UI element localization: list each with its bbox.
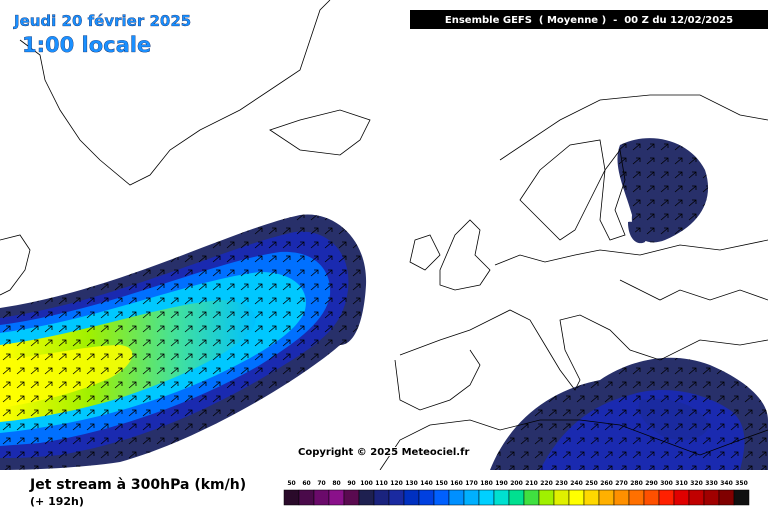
- scale-label: 110: [375, 480, 388, 487]
- scale-swatch: [598, 489, 615, 506]
- scale-swatch: [433, 489, 450, 506]
- scale-label: 220: [540, 480, 553, 487]
- scale-swatch: [658, 489, 675, 506]
- scale-swatch: [628, 489, 645, 506]
- scale-label: 210: [525, 480, 538, 487]
- scale-swatch: [298, 489, 315, 506]
- scale-swatch: [568, 489, 585, 506]
- date: Jeudi 20 février 2025: [13, 12, 191, 30]
- scale-swatch: [463, 489, 480, 506]
- scale-label: 250: [585, 480, 598, 487]
- scale-label: 200: [510, 480, 523, 487]
- scale-label: 260: [600, 480, 613, 487]
- scale-swatch: [388, 489, 405, 506]
- jet-finland: [617, 138, 709, 244]
- scale-label: 150: [435, 480, 448, 487]
- scale-swatch: [493, 489, 510, 506]
- coastlines: [0, 0, 768, 471]
- scale-swatch: [508, 489, 525, 506]
- scale-swatch: [583, 489, 600, 506]
- scale-label: 90: [347, 480, 355, 487]
- scale-label: 340: [720, 480, 733, 487]
- scale-swatch: [613, 489, 630, 506]
- scale-swatch: [553, 489, 570, 506]
- scale-swatch: [448, 489, 465, 506]
- scale-label: 160: [450, 480, 463, 487]
- scale-label: 130: [405, 480, 418, 487]
- scale-swatch: [478, 489, 495, 506]
- jet-stream: [0, 214, 367, 470]
- local-time: 1:00 locale: [22, 33, 151, 57]
- scale-label: 70: [317, 480, 325, 487]
- scale-label: 270: [615, 480, 628, 487]
- run-banner: [410, 10, 768, 29]
- scale-swatch: [733, 489, 750, 506]
- lead-time: (+ 192h): [30, 495, 84, 508]
- scale-swatch: [343, 489, 360, 506]
- color-scale: 50 60 70 80 90 100 110 120 130 140 150 160 170 180 190…: [283, 480, 750, 506]
- scale-swatch: [523, 489, 540, 506]
- scale-swatch: [283, 489, 300, 506]
- scale-label: 290: [645, 480, 658, 487]
- jet-africa: [490, 357, 768, 470]
- scale-swatch: [328, 489, 345, 506]
- scale-swatch: [703, 489, 720, 506]
- scale-swatch: [313, 489, 330, 506]
- scale-label: 80: [332, 480, 340, 487]
- scale-label: 60: [302, 480, 310, 487]
- copyright: Copyright © 2025 Meteociel.fr: [298, 447, 469, 458]
- scale-label: 140: [420, 480, 433, 487]
- scale-swatch: [673, 489, 690, 506]
- scale-label: 50: [287, 480, 295, 487]
- scale-swatch: [643, 489, 660, 506]
- scale-label: 180: [480, 480, 493, 487]
- scale-label: 240: [570, 480, 583, 487]
- scale-swatch: [718, 489, 735, 506]
- scale-swatch: [418, 489, 435, 506]
- scale-swatch: [538, 489, 555, 506]
- scale-swatch: [403, 489, 420, 506]
- scale-label: 350: [735, 480, 748, 487]
- scale-label: 300: [660, 480, 673, 487]
- scale-label: 190: [495, 480, 508, 487]
- scale-label: 170: [465, 480, 478, 487]
- scale-label: 230: [555, 480, 568, 487]
- scale-label: 310: [675, 480, 688, 487]
- scale-swatch: [373, 489, 390, 506]
- scale-swatch: [358, 489, 375, 506]
- scale-label: 100: [360, 480, 373, 487]
- scale-swatch: [688, 489, 705, 506]
- scale-label: 320: [690, 480, 703, 487]
- scale-label: 120: [390, 480, 403, 487]
- run-info: Ensemble GEFS ( Moyenne ) - 00 Z du 12/0…: [445, 15, 733, 26]
- scale-label: 330: [705, 480, 718, 487]
- scale-label: 280: [630, 480, 643, 487]
- footer-title: Jet stream à 300hPa (km/h): [29, 477, 246, 493]
